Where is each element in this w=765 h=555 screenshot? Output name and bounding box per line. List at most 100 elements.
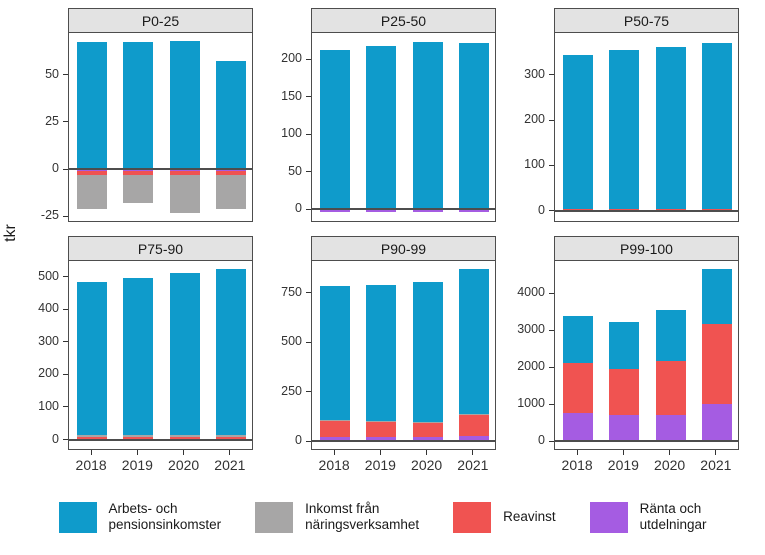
bar-segment-reavinst — [77, 170, 108, 175]
x-tick-mark — [333, 450, 335, 455]
bar-segment-reavinst — [701, 324, 732, 404]
bar-segment-naring — [169, 174, 200, 213]
legend-item-ranta: Ränta och utdelningar — [589, 501, 706, 533]
x-tick-label: 2018 — [318, 457, 350, 473]
y-axis: 0 250 500 750 — [267, 261, 311, 450]
y-tick-label: 2000 — [517, 359, 545, 374]
y-tick-mark — [549, 164, 554, 166]
bar-segment-reavinst — [320, 420, 351, 437]
bar-segment-reavinst — [412, 422, 443, 438]
bar-segment-naring — [77, 174, 108, 209]
y-axis: 0 100 200 300 400 500 — [24, 261, 68, 450]
plot-panel — [554, 261, 739, 450]
y-tick-label: 100 — [524, 157, 545, 172]
x-tick-mark — [622, 450, 624, 455]
y-tick-mark — [549, 440, 554, 442]
bar-segment-ranta — [701, 403, 732, 442]
y-tick-label: 200 — [281, 51, 302, 66]
x-tick-mark — [426, 450, 428, 455]
bar-segment-arbets — [320, 49, 351, 208]
bar-segment-ranta — [609, 415, 640, 442]
facet-strip: P75-90 — [68, 236, 253, 261]
y-tick-label: 100 — [38, 398, 59, 413]
facet-strip: P0-25 — [68, 8, 253, 33]
facet-P50-75: P50-75 0 100 200 300 — [510, 8, 739, 222]
bar-segment-naring — [123, 435, 154, 437]
bar-segment-reavinst — [458, 414, 489, 436]
zero-line — [312, 208, 495, 211]
bar-segment-arbets — [215, 61, 246, 170]
bar-segment-naring — [320, 419, 351, 421]
zero-line — [69, 168, 252, 171]
facet-body: 0 100 200 300 — [510, 33, 739, 222]
y-tick-label: 0 — [538, 202, 545, 217]
x-tick-mark — [229, 450, 231, 455]
bar-segment-reavinst — [169, 170, 200, 175]
x-axis: 2018 2019 2020 2021 — [554, 450, 739, 476]
bar-segment-reavinst — [123, 170, 154, 175]
y-tick-label: 750 — [281, 284, 302, 299]
facet-P0-25: P0-25 -25 0 25 50 — [24, 8, 253, 222]
y-tick-label: 50 — [288, 163, 302, 178]
x-tick-mark — [90, 450, 92, 455]
bar-segment-arbets — [609, 50, 640, 209]
legend-swatch-arbets — [58, 501, 97, 533]
x-axis: 2018 2019 2020 2021 — [311, 450, 496, 476]
y-tick-label: 3000 — [517, 322, 545, 337]
y-axis-title: tkr — [2, 224, 19, 242]
bar-segment-arbets — [563, 315, 594, 364]
bar-segment-ranta — [320, 209, 351, 212]
x-tick-mark — [136, 450, 138, 455]
y-tick-mark — [549, 74, 554, 76]
bar-segment-arbets — [701, 42, 732, 209]
legend-swatch-naring — [255, 501, 294, 533]
x-tick-label: 2018 — [561, 457, 593, 473]
bar-segment-arbets — [458, 42, 489, 208]
bar-segment-naring — [215, 435, 246, 437]
legend-item-arbets: Arbets- och pensionsinkomster — [58, 501, 221, 533]
y-tick-label: 150 — [281, 88, 302, 103]
y-tick-label: 300 — [38, 333, 59, 348]
y-axis: 0 50 100 150 200 — [267, 33, 311, 222]
y-tick-label: 50 — [45, 66, 59, 81]
bar-segment-naring — [215, 174, 246, 209]
y-axis: 0 1000 2000 3000 4000 — [510, 261, 554, 450]
bar-segment-ranta — [563, 413, 594, 442]
bar-segment-ranta — [366, 436, 397, 442]
bar-segment-naring — [366, 421, 397, 423]
y-tick-label: 1000 — [517, 396, 545, 411]
y-tick-mark — [549, 119, 554, 121]
y-tick-mark — [63, 168, 68, 170]
y-tick-mark — [549, 292, 554, 294]
bar-segment-naring — [77, 435, 108, 437]
plot-panel — [554, 33, 739, 222]
y-tick-mark — [306, 58, 311, 60]
y-tick-mark — [63, 121, 68, 123]
plot-panel — [68, 33, 253, 222]
bar-segment-naring — [169, 435, 200, 437]
y-tick-mark — [63, 276, 68, 278]
bar-segment-arbets — [366, 45, 397, 208]
x-tick-mark — [576, 450, 578, 455]
bar-segment-arbets — [77, 42, 108, 170]
bar-segment-arbets — [563, 54, 594, 209]
x-tick-label: 2020 — [654, 457, 686, 473]
bar-segment-naring — [458, 414, 489, 416]
legend-item-naring: Inkomst från näringsverksamhet — [255, 501, 419, 533]
bar-segment-ranta — [366, 209, 397, 212]
facet-P25-50: P25-50 0 50 100 150 200 — [267, 8, 496, 222]
plot-panel — [68, 261, 253, 450]
bar-segment-arbets — [123, 42, 154, 170]
x-tick-label: 2019 — [121, 457, 153, 473]
y-tick-mark — [306, 341, 311, 343]
y-tick-label: -25 — [40, 208, 59, 223]
y-tick-mark — [306, 96, 311, 98]
bar-segment-arbets — [123, 278, 154, 435]
x-tick-mark — [669, 450, 671, 455]
zero-line — [555, 440, 738, 443]
bar-segment-arbets — [655, 47, 686, 209]
x-tick-label: 2020 — [411, 457, 443, 473]
bar-segment-reavinst — [169, 436, 200, 440]
y-tick-label: 200 — [38, 366, 59, 381]
